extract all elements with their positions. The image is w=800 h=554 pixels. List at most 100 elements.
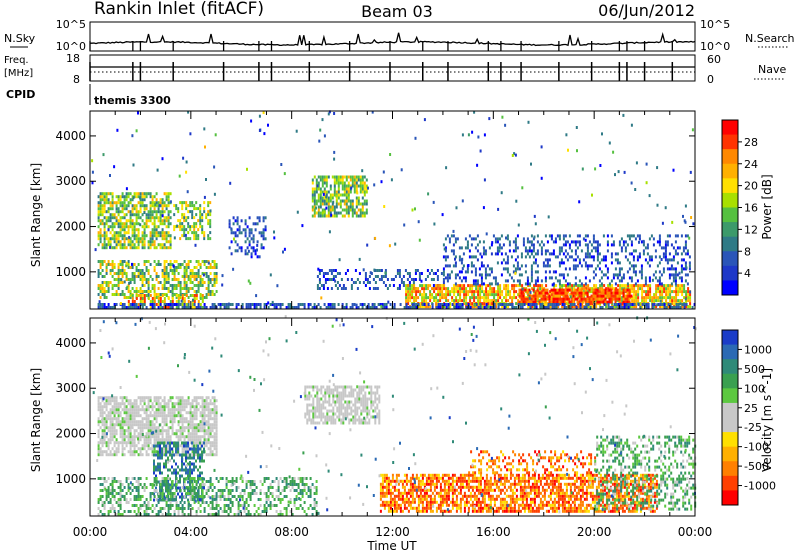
heatmap-cell: [594, 297, 597, 301]
heatmap-cell: [155, 192, 158, 196]
heatmap-cell: [351, 184, 354, 188]
heatmap-cell: [109, 272, 112, 275]
heatmap-cell: [373, 306, 376, 309]
heatmap-cell: [187, 435, 190, 439]
heatmap-cell: [97, 303, 100, 306]
heatmap-cell: [185, 290, 188, 293]
heatmap-cell: [145, 411, 148, 415]
heatmap-cell: [443, 296, 446, 300]
heatmap-cell: [578, 300, 581, 304]
heatmap-cell: [443, 293, 446, 297]
heatmap-cell: [361, 214, 364, 218]
heatmap-cell: [561, 303, 564, 306]
heatmap-cell: [197, 438, 200, 442]
heatmap-cell: [109, 174, 111, 177]
heatmap-cell: [193, 405, 196, 409]
heatmap-cell: [584, 297, 587, 301]
heatmap-cell: [201, 228, 204, 232]
heatmap-cell: [620, 267, 623, 271]
heatmap-cell: [616, 276, 619, 280]
heatmap-cell: [201, 281, 204, 284]
heatmap-cell: [419, 302, 422, 306]
heatmap-cell: [123, 201, 126, 205]
heatmap-cell: [576, 288, 579, 292]
heatmap-cell: [169, 435, 172, 439]
heatmap-cell: [247, 249, 250, 253]
heatmap-cell: [91, 159, 94, 163]
heatmap-cell: [515, 296, 518, 300]
heatmap-cell: [501, 293, 504, 297]
heatmap-cell: [602, 288, 605, 292]
heatmap-cell: [201, 231, 204, 235]
heatmap-cell: [191, 429, 194, 433]
beam-title: Beam 03: [361, 2, 433, 21]
heatmap-cell: [177, 429, 180, 433]
heatmap-cell: [133, 237, 136, 241]
heatmap-cell: [113, 417, 116, 421]
heatmap-cell: [187, 306, 190, 309]
heatmap-cell: [175, 303, 178, 306]
heatmap-cell: [640, 276, 643, 280]
heatmap-cell: [506, 270, 509, 274]
heatmap-cell: [327, 211, 330, 215]
heatmap-cell: [161, 399, 164, 403]
heatmap-cell: [101, 438, 104, 442]
heatmap-cell: [504, 279, 507, 283]
heatmap-cell: [105, 222, 108, 226]
heatmap-cell: [145, 204, 148, 208]
heatmap-cell: [323, 202, 326, 206]
heatmap-cell: [249, 281, 252, 285]
heatmap-cell: [324, 272, 327, 275]
heatmap-cell: [236, 228, 239, 232]
heatmap-cell: [137, 234, 140, 238]
heatmap-cell: [97, 444, 100, 448]
heatmap-cell: [179, 281, 182, 284]
heatmap-cell: [343, 306, 346, 309]
heatmap-cell: [633, 293, 636, 297]
heatmap-cell: [684, 279, 687, 283]
heatmap-cell: [103, 296, 106, 299]
heatmap-cell: [97, 293, 100, 296]
heatmap-cell: [173, 275, 176, 278]
heatmap-cell: [477, 296, 480, 300]
heatmap-cell: [431, 306, 434, 309]
heatmap-cell: [103, 210, 106, 214]
heatmap-cell: [115, 441, 118, 445]
heatmap-cell: [101, 222, 104, 226]
heatmap-cell: [213, 281, 216, 284]
heatmap-cell: [631, 305, 634, 309]
heatmap-cell: [520, 255, 523, 259]
heatmap-cell: [339, 202, 342, 206]
heatmap-cell: [163, 300, 166, 303]
heatmap-cell: [111, 399, 114, 403]
heatmap-cell: [181, 263, 184, 266]
heatmap-cell: [151, 287, 154, 290]
heatmap-cell: [246, 225, 249, 229]
heatmap-cell: [611, 284, 614, 288]
heatmap-cell: [632, 258, 635, 262]
heatmap-cell: [610, 261, 613, 265]
heatmap-cell: [316, 275, 319, 278]
heatmap-cell: [588, 252, 591, 256]
heatmap-cell: [659, 303, 662, 306]
heatmap-cell: [115, 272, 118, 275]
heatmap-cell: [117, 222, 120, 226]
heatmap-cell: [127, 432, 130, 436]
heatmap-cell: [249, 306, 252, 309]
heatmap-cell: [601, 132, 603, 136]
heatmap-cell: [626, 300, 629, 304]
heatmap-cell: [532, 294, 535, 298]
heatmap-cell: [572, 258, 575, 262]
heatmap-cell: [594, 267, 597, 271]
heatmap-cell: [518, 294, 521, 298]
heatmap-cell: [131, 444, 134, 448]
heatmap-cell: [554, 270, 557, 274]
heatmap-cell: [571, 284, 574, 288]
heatmap-cell: [113, 396, 116, 400]
heatmap-cell: [426, 269, 429, 272]
heatmap-cell: [177, 411, 180, 415]
heatmap-cell: [420, 279, 423, 283]
heatmap-cell: [592, 234, 595, 238]
heatmap-cell: [437, 287, 440, 291]
heatmap-cell: [119, 246, 122, 250]
